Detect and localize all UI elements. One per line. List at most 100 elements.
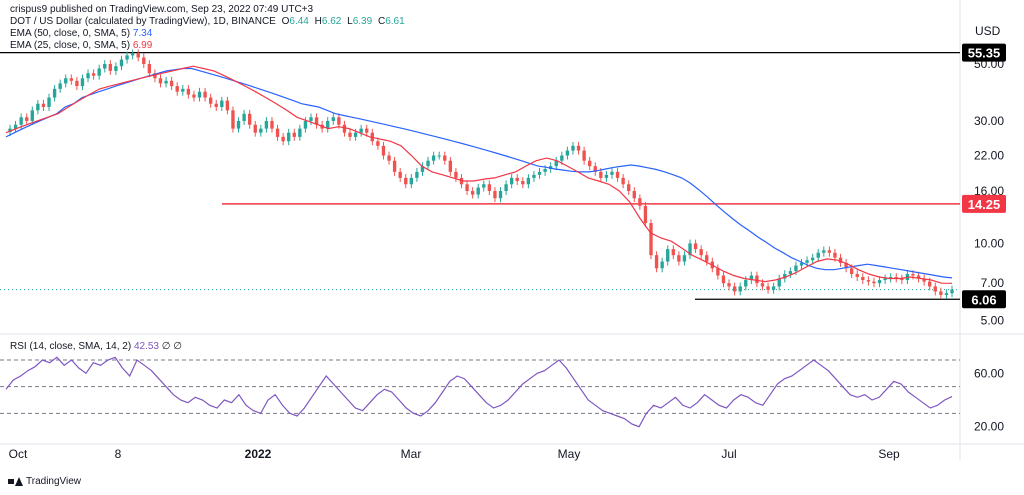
candle-body xyxy=(515,177,519,182)
candle-body xyxy=(766,286,770,290)
publisher-text: crispus9 published on TradingView.com, S… xyxy=(10,4,314,15)
candle-body xyxy=(799,262,804,266)
ema25-label: EMA (25, close, 0, SMA, 5) xyxy=(10,40,131,51)
candle-body xyxy=(509,177,514,185)
time-tick-label: May xyxy=(558,447,581,461)
candle-body xyxy=(203,91,207,98)
price-tick-label: 5.00 xyxy=(981,314,1005,328)
candle-body xyxy=(19,117,23,125)
candle-body xyxy=(420,166,425,172)
candle-body xyxy=(543,168,547,172)
candle-body xyxy=(309,117,313,121)
ema25-legend[interactable]: EMA (25, close, 0, SMA, 5) 6.99 xyxy=(10,40,152,52)
candle-body xyxy=(153,73,157,79)
high-value: 6.62 xyxy=(321,16,342,27)
candle-body xyxy=(253,124,257,133)
candle-body xyxy=(822,250,826,253)
candle-body xyxy=(208,97,213,104)
candle-body xyxy=(30,110,34,121)
candle-body xyxy=(220,100,224,107)
candle-body xyxy=(175,86,179,92)
candle-body xyxy=(894,276,898,279)
candle-body xyxy=(454,171,458,178)
candle-body xyxy=(164,80,168,84)
candle-body xyxy=(916,275,921,279)
candle-body xyxy=(939,291,943,295)
symbol-line[interactable]: DOT / US Dollar (calculated by TradingVi… xyxy=(10,16,405,28)
ema50-value: 7.34 xyxy=(132,28,153,39)
open-value: 6.44 xyxy=(289,16,309,27)
candle-body xyxy=(877,280,882,284)
candle-body xyxy=(287,132,291,142)
publisher-line: crispus9 published on TradingView.com, S… xyxy=(10,4,313,16)
rsi-extra: ∅ ∅ xyxy=(161,341,182,352)
candle-body xyxy=(231,110,235,129)
candle-body xyxy=(487,184,492,192)
candle-body xyxy=(125,55,129,60)
price-tick-label: 10.00 xyxy=(974,236,1004,250)
candle-body xyxy=(292,132,296,137)
candle-body xyxy=(833,252,837,258)
rsi-legend[interactable]: RSI (14, close, SMA, 14, 2) 42.53 ∅ ∅ xyxy=(10,341,182,353)
candle-body xyxy=(560,155,564,161)
candle-body xyxy=(114,66,118,71)
candle-body xyxy=(849,268,854,275)
symbol-title: DOT / US Dollar (calculated by TradingVi… xyxy=(10,16,276,27)
candle-body xyxy=(760,283,765,287)
candle-body xyxy=(688,243,692,256)
candle-body xyxy=(855,274,859,277)
candle-body xyxy=(108,63,113,71)
candle-body xyxy=(744,280,748,287)
candle-body xyxy=(80,78,85,87)
candle-body xyxy=(950,289,954,294)
candle-body xyxy=(415,171,419,178)
candle-body xyxy=(409,177,414,185)
ema25-line xyxy=(5,65,953,284)
candle-body xyxy=(493,191,497,199)
candle-body xyxy=(181,88,185,92)
low-value: 6.39 xyxy=(352,16,373,27)
candle-body xyxy=(482,184,486,188)
candle-body xyxy=(58,83,62,89)
candle-body xyxy=(699,249,703,256)
candle-body xyxy=(593,166,597,172)
candle-body xyxy=(398,171,402,178)
candle-body xyxy=(437,155,441,157)
candle-body xyxy=(186,88,191,95)
candle-body xyxy=(136,53,140,58)
candle-body xyxy=(13,124,18,129)
candle-body xyxy=(582,150,586,161)
tradingview-brand: TradingView xyxy=(26,476,82,487)
candle-body xyxy=(721,275,726,284)
candle-body xyxy=(677,255,681,262)
candle-body xyxy=(381,145,386,156)
candle-body xyxy=(727,283,731,287)
ema50-legend[interactable]: EMA (50, close, 0, SMA, 5) 7.34 xyxy=(10,28,152,40)
candle-body xyxy=(660,261,664,269)
candle-body xyxy=(147,63,152,74)
candle-body xyxy=(911,274,915,276)
candle-body xyxy=(426,160,430,167)
candle-body xyxy=(610,171,614,175)
candle-body xyxy=(521,181,525,185)
candle-body xyxy=(705,255,709,262)
candle-body xyxy=(8,128,12,133)
candle-body xyxy=(749,275,754,281)
rsi-tick-label: 20.00 xyxy=(974,420,1004,434)
candle-body xyxy=(810,257,815,261)
tradingview-logo[interactable]: TradingView xyxy=(8,476,81,487)
candle-body xyxy=(25,117,29,121)
candle-body xyxy=(86,73,90,79)
candle-body xyxy=(281,136,285,142)
candle-body xyxy=(838,257,843,263)
candle-body xyxy=(359,128,363,133)
candle-body xyxy=(526,177,531,185)
candle-body xyxy=(755,275,759,284)
candle-body xyxy=(571,145,575,151)
ema50-label: EMA (50, close, 0, SMA, 5) xyxy=(10,28,131,39)
candle-body xyxy=(158,78,163,84)
candle-body xyxy=(788,271,793,275)
level-price-label: 55.35 xyxy=(968,46,1001,61)
candle-body xyxy=(348,132,352,137)
